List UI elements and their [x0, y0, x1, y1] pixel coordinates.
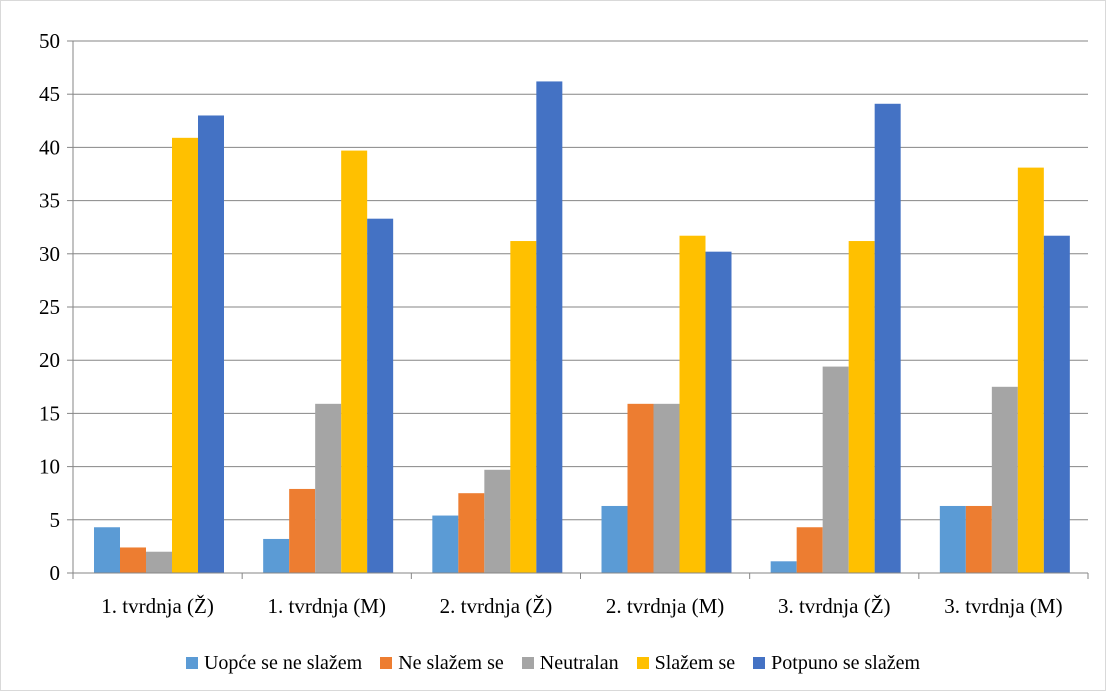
legend-label: Potpuno se slažem — [771, 651, 921, 674]
bar-sla-em-se-4 — [679, 235, 706, 573]
legend-swatch — [753, 657, 766, 669]
legend-label: Neutralan — [539, 651, 619, 674]
x-category-label: 1. tvrdnja (Ž) — [101, 594, 214, 618]
bar-ne-sla-em-se-4 — [627, 403, 654, 573]
tick-labels: 0 5 10 15 20 25 30 35 40 45 50 1. tvrdnja (Ž) 1. tvr… — [39, 29, 1063, 618]
x-category-label: 2. tvrdnja (M) — [606, 594, 724, 618]
y-tick-label: 10 — [39, 455, 60, 479]
y-tick-label: 35 — [39, 189, 60, 213]
legend-item: Uopće se ne slažem — [185, 651, 363, 675]
bar-sla-em-se-1 — [172, 137, 198, 573]
x-category-label: 1. tvrdnja (M) — [268, 594, 386, 618]
bar-potpuno-se-sla-em-1 — [198, 115, 224, 573]
bar-sla-em-se-3 — [510, 241, 537, 574]
x-category-label: 2. tvrdnja (Ž) — [440, 594, 553, 618]
legend-item: Slažem se — [636, 651, 736, 675]
bar-potpuno-se-sla-em-6 — [1043, 235, 1070, 573]
axes — [72, 41, 1089, 579]
bar-uop-e-se-ne-sla-em-6 — [939, 505, 966, 573]
bar-uop-e-se-ne-sla-em-4 — [601, 505, 628, 573]
legend-item: Potpuno se slažem — [753, 652, 920, 675]
bar-potpuno-se-sla-em-2 — [367, 218, 394, 574]
y-tick-label: 5 — [50, 508, 61, 532]
bar-sla-em-se-5 — [848, 241, 875, 574]
bar-uop-e-se-ne-sla-em-1 — [94, 527, 120, 573]
bar-potpuno-se-sla-em-4 — [705, 251, 732, 573]
x-category-label: 3. tvrdnja (M) — [944, 594, 1062, 618]
legend: Uopće se ne slažem Ne slažem se Neutralan S… — [0, 648, 1106, 678]
bar-sla-em-se-2 — [341, 150, 368, 574]
bar-sla-em-se-6 — [1017, 167, 1044, 573]
bar-neutralan-3 — [484, 469, 511, 573]
bar-uop-e-se-ne-sla-em-5 — [770, 561, 797, 573]
bar-potpuno-se-sla-em-5 — [874, 103, 901, 573]
y-tick-label: 0 — [50, 561, 61, 585]
bar-ne-sla-em-se-2 — [289, 488, 316, 573]
y-tick-label: 40 — [39, 135, 60, 159]
y-tick-label: 45 — [39, 82, 60, 106]
bar-neutralan-1 — [146, 551, 172, 573]
legend-label: Ne slažem se — [398, 651, 504, 674]
bars — [94, 81, 1070, 574]
bar-uop-e-se-ne-sla-em-2 — [263, 538, 290, 573]
bar-uop-e-se-ne-sla-em-3 — [432, 515, 459, 573]
legend-swatch — [380, 657, 393, 669]
y-tick-label: 15 — [39, 401, 60, 425]
gridlines — [67, 40, 1088, 574]
y-tick-label: 30 — [39, 242, 60, 266]
bar-ne-sla-em-se-6 — [965, 505, 992, 573]
legend-item: Ne slažem se — [380, 652, 504, 675]
legend-label: Uopće se ne slažem — [203, 651, 363, 674]
bar-neutralan-2 — [315, 403, 342, 573]
x-category-label: 3. tvrdnja (Ž) — [778, 594, 891, 618]
bar-neutralan-5 — [822, 366, 849, 573]
y-tick-label: 25 — [39, 295, 60, 319]
bar-ne-sla-em-se-5 — [796, 527, 823, 573]
bar-ne-sla-em-se-1 — [120, 547, 146, 573]
bar-neutralan-4 — [653, 403, 680, 573]
y-tick-label: 50 — [39, 29, 60, 53]
legend-item: Neutralan — [521, 651, 619, 675]
legend-swatch — [185, 657, 198, 669]
legend-swatch — [636, 657, 649, 669]
legend-swatch — [521, 657, 534, 669]
bar-neutralan-6 — [991, 386, 1018, 573]
bar-potpuno-se-sla-em-3 — [536, 81, 563, 573]
bar-ne-sla-em-se-3 — [458, 493, 485, 573]
legend-label: Slažem se — [654, 651, 736, 674]
y-tick-label: 20 — [39, 348, 60, 372]
